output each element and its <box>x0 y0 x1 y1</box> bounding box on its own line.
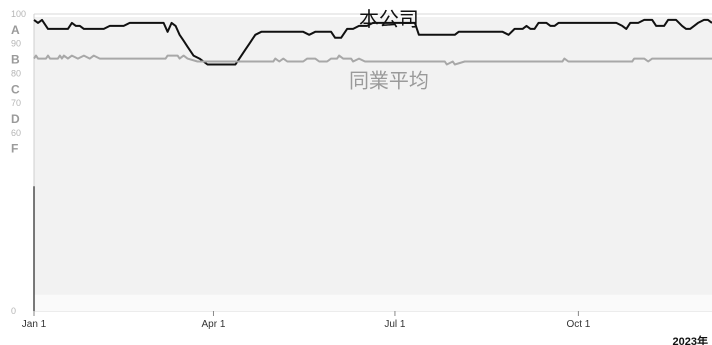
grade-label-c: C <box>11 82 20 96</box>
x-tick-label-1: Apr 1 <box>202 319 226 330</box>
plot-background <box>34 16 712 311</box>
series-label-0: 本公司 <box>359 7 419 31</box>
series-line-0 <box>33 18 712 66</box>
series-label-1: 同業平均 <box>349 68 429 92</box>
y-tick-label-90: 90 <box>11 39 21 49</box>
y-tick-label-70: 70 <box>11 98 21 108</box>
grade-label-d: D <box>11 112 20 126</box>
y-tick-label-60: 60 <box>11 128 21 138</box>
grade-label-a: A <box>11 23 20 37</box>
x-tick-label-2: Jul 1 <box>384 319 406 330</box>
year-label: 2023年 <box>673 334 708 345</box>
y-tick-label-80: 80 <box>11 68 21 78</box>
series-line-1 <box>33 54 712 66</box>
series-lines <box>33 18 712 66</box>
grade-label-b: B <box>11 53 20 67</box>
plot-area <box>34 16 712 311</box>
lower-band <box>34 294 712 311</box>
y-tick-label-0: 0 <box>11 306 16 316</box>
x-tick-label-3: Oct 1 <box>566 319 590 330</box>
grade-label-f: F <box>11 142 18 156</box>
axes: 0 60 70 80 90 100 A B C D F Jan 1 Apr 1 Jul 1 Oct 1 <box>11 9 591 330</box>
y-tick-label-100: 100 <box>11 9 26 19</box>
x-tick-label-0: Jan 1 <box>22 319 47 330</box>
